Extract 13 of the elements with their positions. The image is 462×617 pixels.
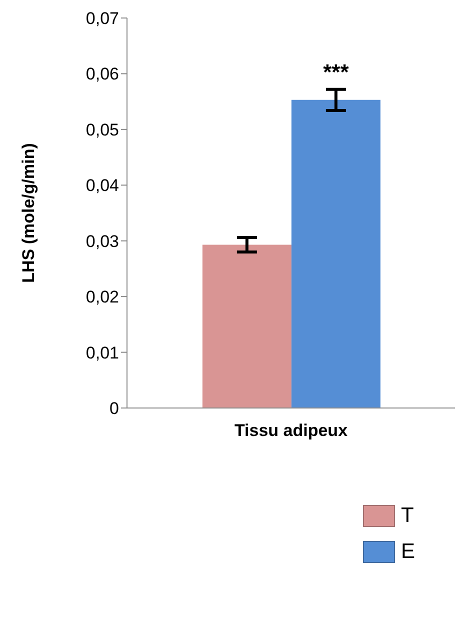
y-tick-label: 0,04 <box>86 176 119 196</box>
y-tick-label: 0,07 <box>86 9 119 28</box>
y-tick-label: 0,01 <box>86 343 119 362</box>
y-tick-label: 0,06 <box>86 64 119 84</box>
y-axis-title: LHS (mole/g/min) <box>19 143 38 283</box>
x-axis-title: Tissu adipeux <box>234 421 348 440</box>
y-tick-label: 0 <box>110 399 119 418</box>
significance-note: *** <box>323 59 349 84</box>
y-tick-label: 0,05 <box>86 120 119 140</box>
legend-label: T <box>400 504 414 528</box>
y-tick-label: 0,02 <box>86 288 119 307</box>
legend-label: E <box>400 540 415 564</box>
y-tick-label: 0,03 <box>86 232 119 251</box>
